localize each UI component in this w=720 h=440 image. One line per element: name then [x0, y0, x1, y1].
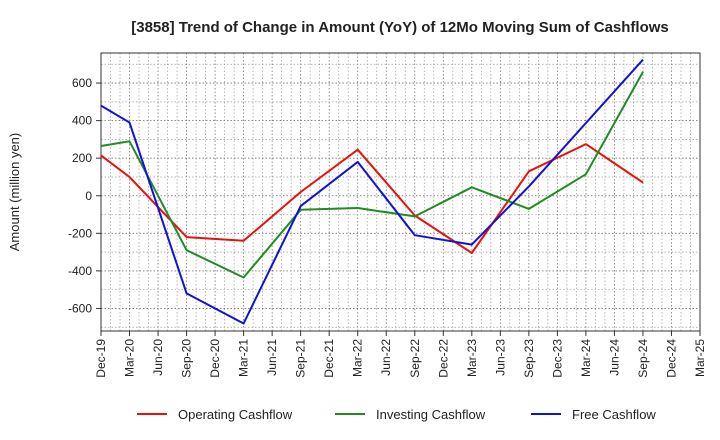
series-line-free-cashflow: [100, 58, 644, 325]
x-tick-label: Mar-23: [465, 339, 479, 377]
series-lines: [100, 58, 644, 325]
x-tick-label: Mar-21: [237, 339, 251, 377]
x-tick-label: Jun-23: [493, 339, 507, 376]
legend: Operating Cashflow Investing Cashflow Free…: [137, 407, 656, 422]
x-tick-label: Sep-20: [180, 339, 194, 378]
x-tick-label: Dec-23: [550, 339, 564, 378]
legend-label-investing-cashflow: Investing Cashflow: [376, 407, 486, 422]
y-tick-label: 600: [72, 76, 92, 90]
legend-label-free-cashflow: Free Cashflow: [572, 407, 656, 422]
x-tick-label: Sep-24: [636, 339, 650, 378]
chart-title: [3858] Trend of Change in Amount (YoY) o…: [131, 19, 669, 36]
x-tick-label: Jun-24: [607, 339, 621, 376]
y-tick-label: -400: [68, 264, 92, 278]
x-tick-label: Mar-25: [693, 339, 707, 377]
x-tick-label: Mar-20: [123, 339, 137, 377]
y-tick-label: -200: [68, 226, 92, 240]
x-axis: Dec-19 Mar-20 Jun-20 Sep-20 Dec-20 Mar-21 Jun-…: [94, 331, 707, 378]
x-tick-label: Jun-21: [265, 339, 279, 376]
x-tick-label: Mar-22: [351, 339, 365, 377]
x-tick-label: Dec-20: [208, 339, 222, 378]
y-axis-label: Amount (million yen): [7, 133, 22, 252]
x-tick-label: Sep-21: [294, 339, 308, 378]
x-tick-label: Sep-23: [522, 339, 536, 378]
x-tick-label: Dec-24: [664, 339, 678, 378]
y-tick-label: 200: [72, 151, 92, 165]
y-tick-label: 400: [72, 114, 92, 128]
x-tick-label: Dec-22: [436, 339, 450, 378]
x-tick-label: Dec-21: [322, 339, 336, 378]
x-tick-label: Mar-24: [579, 339, 593, 377]
x-tick-label: Jun-22: [379, 339, 393, 376]
x-tick-label: Dec-19: [94, 339, 108, 378]
plot-area-frame: [100, 52, 701, 332]
y-axis: -600 -400 -200 0 200 400 600: [68, 76, 101, 315]
series-line-investing-cashflow: [100, 71, 644, 279]
legend-label-operating-cashflow: Operating Cashflow: [178, 407, 293, 422]
y-tick-label: -600: [68, 301, 92, 315]
y-tick-label: 0: [85, 189, 92, 203]
series-line-operating-cashflow: [100, 143, 644, 254]
x-tick-label: Jun-20: [151, 339, 165, 376]
x-tick-label: Sep-22: [408, 339, 422, 378]
grid: [100, 53, 701, 331]
